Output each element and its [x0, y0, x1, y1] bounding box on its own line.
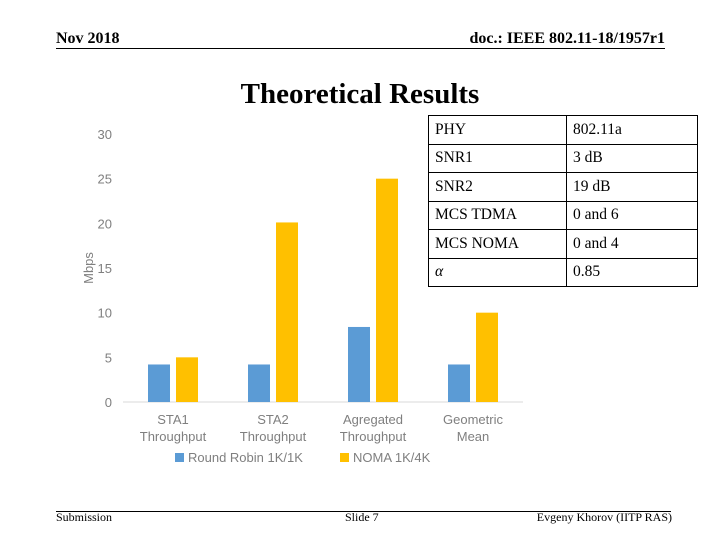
- x-tick-label: STA1: [157, 412, 189, 427]
- y-tick-label: 5: [105, 350, 112, 365]
- footer-submission: Submission: [56, 510, 113, 524]
- x-tick-label: Mean: [457, 429, 490, 444]
- bar-noma: [176, 357, 198, 402]
- slide-title: Theoretical Results: [0, 78, 720, 111]
- y-tick-label: 25: [98, 172, 112, 187]
- bar-round-robin: [348, 326, 370, 402]
- y-tick-label: 10: [98, 306, 112, 321]
- parameter-value: 19 dB: [566, 172, 698, 202]
- bar-chart: 0 5 10 15 20 25 30 Mbps STA1 Throughput STA2 Throug…: [81, 127, 523, 465]
- parameter-value: 3 dB: [566, 143, 698, 173]
- x-tick-label: Geometric: [443, 412, 503, 427]
- slide-title-text: Theoretical Results: [240, 78, 480, 110]
- bar-round-robin: [248, 364, 270, 402]
- parameter-name: MCS NOMA: [428, 229, 567, 259]
- parameter-value: 802.11a: [566, 115, 698, 145]
- parameter-row: α 0.85: [428, 257, 698, 287]
- parameter-row: MCS NOMA 0 and 4: [428, 229, 698, 259]
- legend-entry: Round Robin 1K/1K: [188, 450, 303, 465]
- footer-slide-number: Slide 7: [345, 510, 379, 524]
- bar-round-robin: [148, 364, 170, 402]
- parameter-row: MCS TDMA 0 and 6: [428, 200, 698, 230]
- y-tick-label: 15: [98, 261, 112, 276]
- y-tick-label: 0: [105, 395, 112, 410]
- parameter-row: SNR2 19 dB: [428, 172, 698, 202]
- y-tick-label: 30: [98, 127, 112, 142]
- legend-entry: NOMA 1K/4K: [353, 450, 431, 465]
- parameter-value: 0.85: [566, 257, 698, 287]
- bar-noma: [476, 312, 498, 402]
- parameter-row: PHY 802.11a: [428, 115, 698, 145]
- legend-swatch: [175, 453, 184, 462]
- parameter-name: SNR2: [428, 172, 567, 202]
- parameter-name: PHY: [428, 115, 567, 145]
- bar-round-robin: [448, 364, 470, 402]
- x-tick-label: Throughput: [140, 429, 207, 444]
- parameter-name: MCS TDMA: [428, 200, 567, 230]
- footer-author: Evgeny Khorov (IITP RAS): [536, 510, 672, 524]
- parameter-name: SNR1: [428, 143, 567, 173]
- x-tick-label: STA2: [257, 412, 289, 427]
- y-tick-label: 20: [98, 216, 112, 231]
- parameter-value: 0 and 4: [566, 229, 698, 259]
- x-tick-label: Throughput: [240, 429, 307, 444]
- parameter-table: PHY 802.11a SNR1 3 dB SNR2 19 dB MCS TDMA 0 and…: [428, 115, 698, 287]
- footer-rule: [56, 511, 671, 512]
- parameter-value: 0 and 6: [566, 200, 698, 230]
- bar-noma: [276, 222, 298, 402]
- parameter-name: α: [428, 257, 567, 287]
- bar-noma: [376, 178, 398, 402]
- y-axis-label: Mbps: [81, 252, 96, 284]
- header-rule: [56, 48, 665, 49]
- x-tick-label: Throughput: [340, 429, 407, 444]
- header-date: Nov 2018: [56, 30, 120, 47]
- header-doc-id: doc.: IEEE 802.11-18/1957r1: [469, 30, 665, 47]
- legend-swatch: [340, 453, 349, 462]
- x-tick-label: Agregated: [343, 412, 403, 427]
- parameter-row: SNR1 3 dB: [428, 143, 698, 173]
